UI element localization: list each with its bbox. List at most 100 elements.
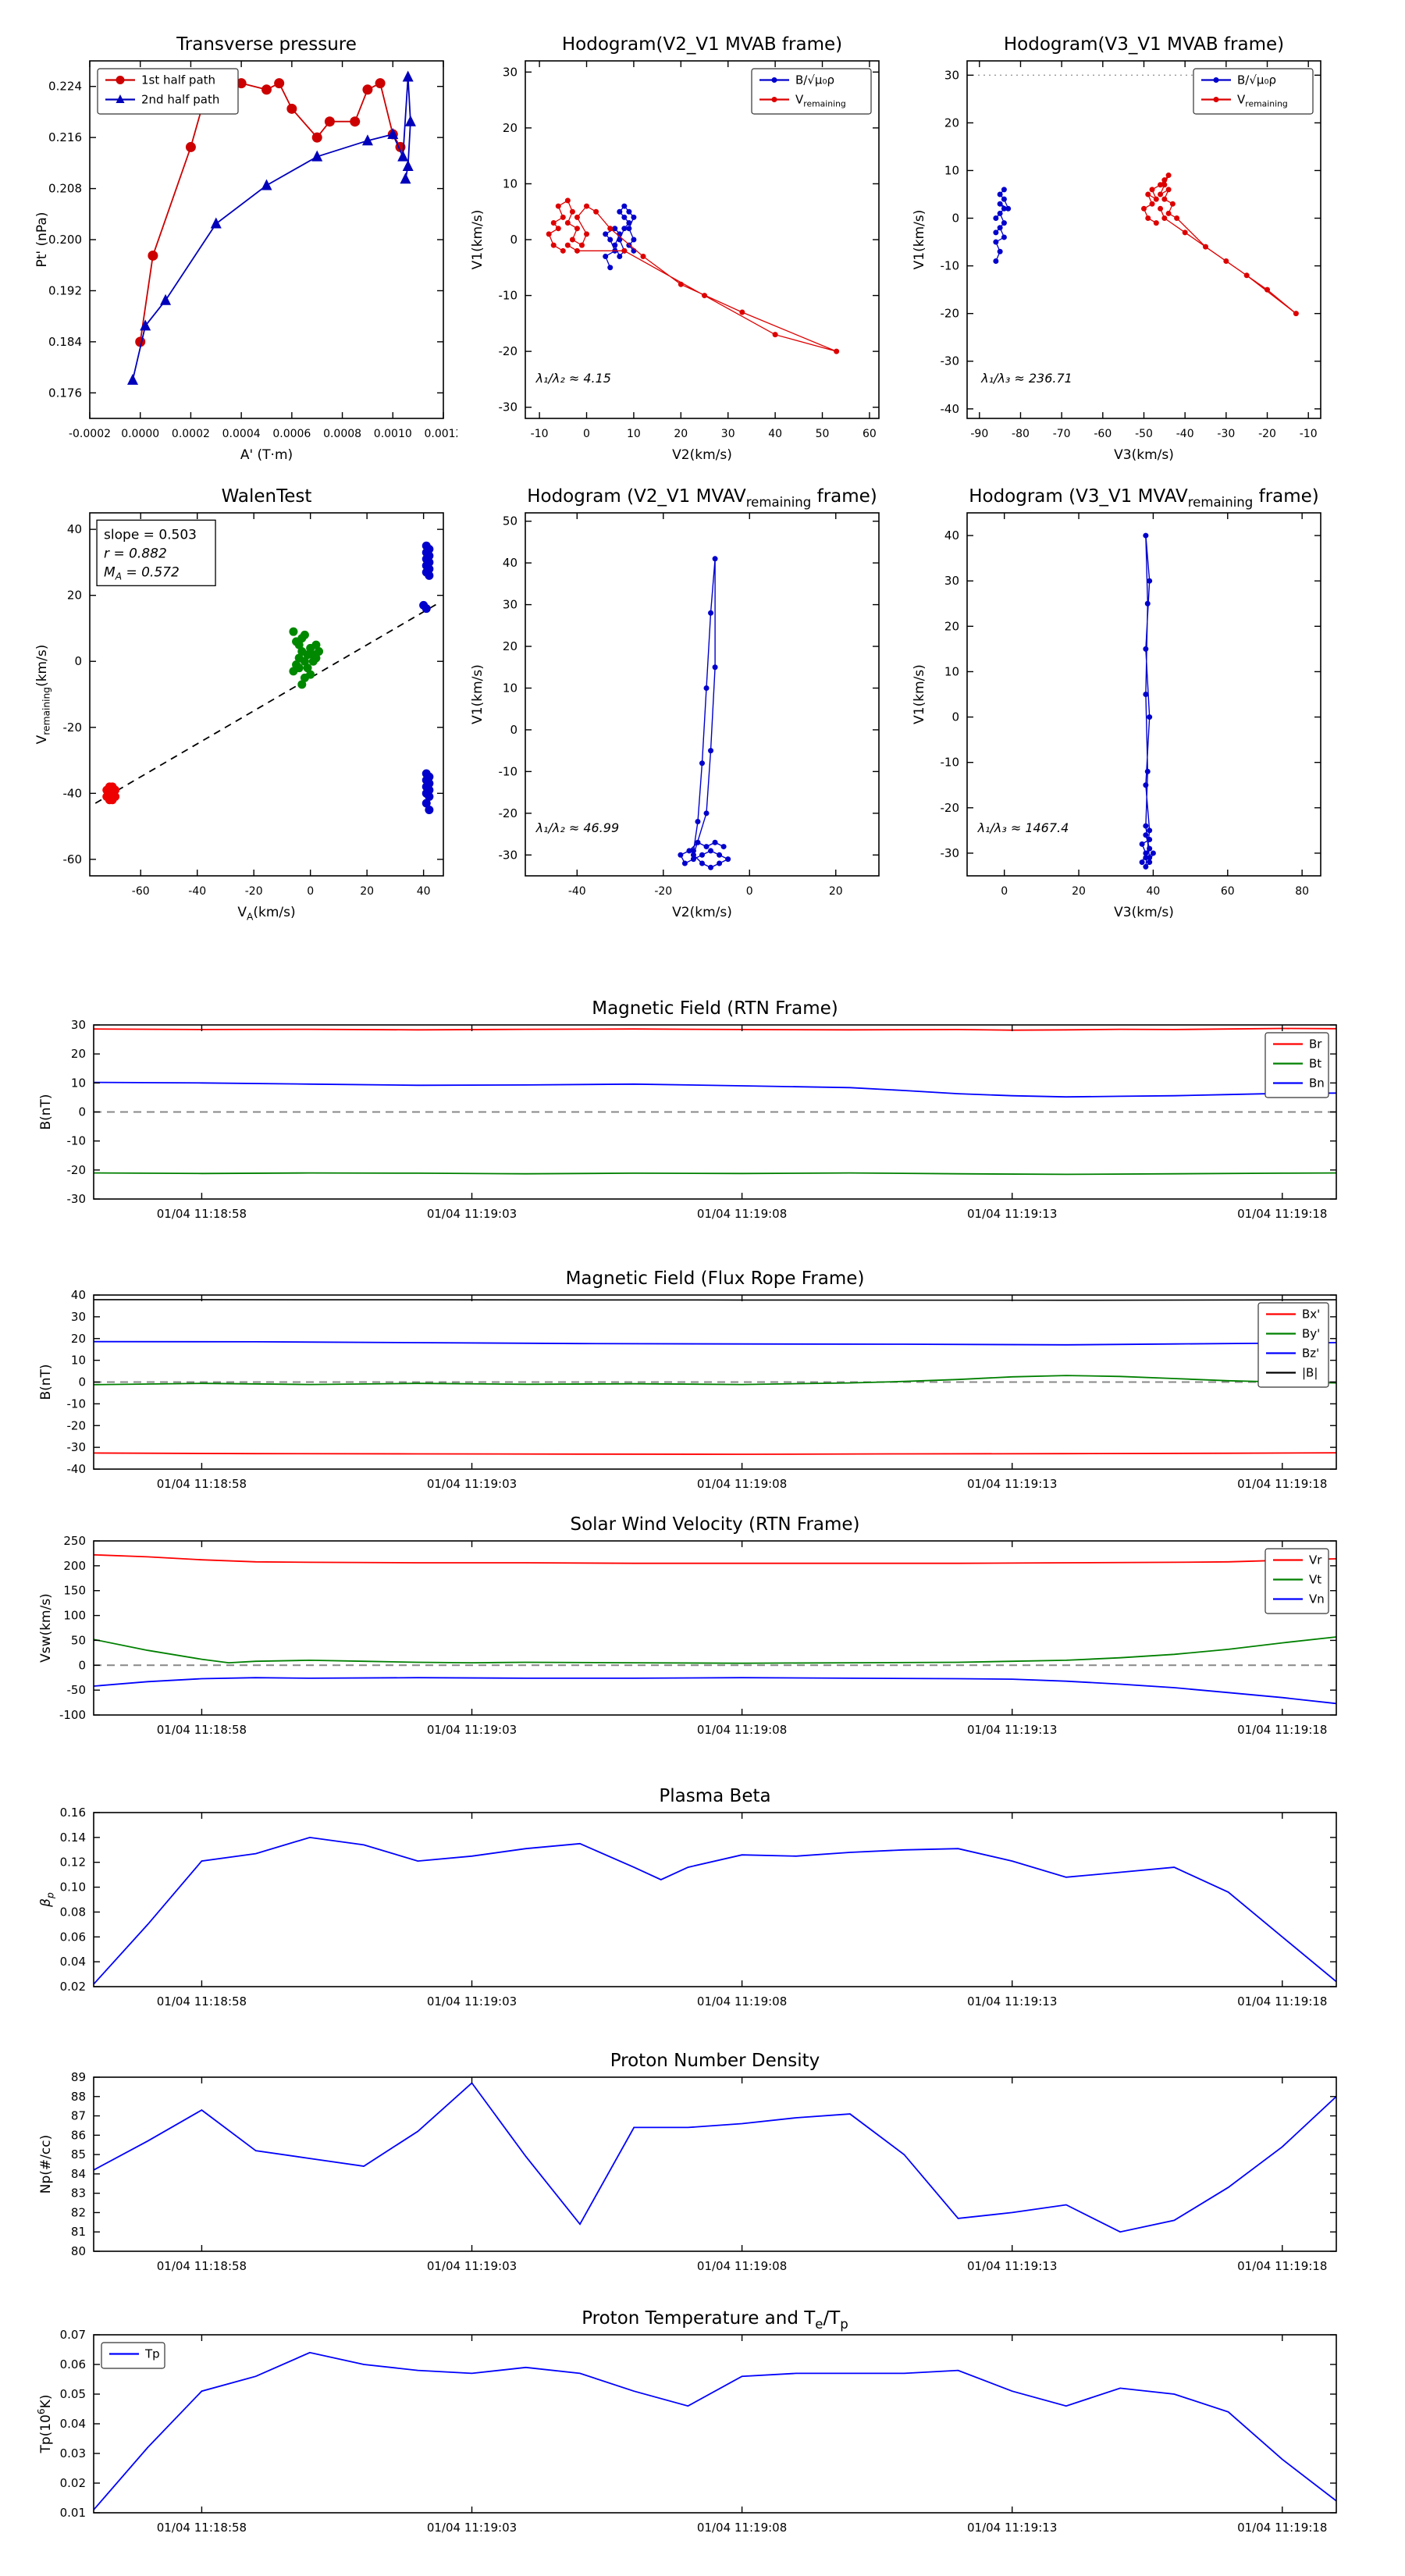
svg-text:V1(km/s): V1(km/s) [912, 664, 927, 724]
svg-text:50: 50 [503, 514, 518, 528]
svg-text:40: 40 [503, 556, 518, 570]
svg-text:01/04 11:19:13: 01/04 11:19:13 [967, 1477, 1057, 1491]
svg-text:0.0002: 0.0002 [172, 428, 210, 440]
svg-text:01/04 11:18:58: 01/04 11:18:58 [157, 1994, 247, 2008]
plot-proton-temp: 01/04 11:18:58 01/04 11:19:03 01/04 11:19:… [36, 2308, 1337, 2535]
svg-text:0: 0 [1001, 885, 1008, 898]
svg-text:01/04 11:19:03: 01/04 11:19:03 [427, 2259, 517, 2273]
svg-text:0.04: 0.04 [60, 1955, 86, 1969]
series-group [94, 1836, 1336, 1985]
svg-text:0.0010: 0.0010 [374, 428, 412, 440]
svg-text:01/04 11:19:03: 01/04 11:19:03 [427, 1994, 517, 2008]
svg-text:82: 82 [71, 2205, 86, 2219]
svg-text:88: 88 [71, 2090, 86, 2104]
svg-text:B(nT): B(nT) [38, 1094, 54, 1130]
svg-text:0.0006: 0.0006 [272, 428, 311, 440]
svg-text:86: 86 [71, 2128, 86, 2142]
series-Np [94, 2082, 1336, 2233]
svg-text:01/04 11:19:08: 01/04 11:19:08 [697, 2521, 787, 2535]
svg-text:-10: -10 [67, 1397, 87, 1411]
svg-text:Hodogram (V3_V1 MVAVremaining: Hodogram (V3_V1 MVAVremaining frame) [969, 486, 1319, 510]
chart-transverse-pressure: -0.0002 0.0000 0.0002 0.0004 0.0006 0.0008 0.0… [16, 26, 463, 477]
svg-text:-100: -100 [59, 1708, 86, 1722]
svg-text:0.200: 0.200 [48, 233, 82, 247]
svg-text:V2(km/s): V2(km/s) [672, 905, 732, 920]
axes-frame [89, 512, 444, 877]
svg-text:-40: -40 [568, 885, 586, 898]
svg-text:01/04 11:19:18: 01/04 11:19:18 [1237, 1207, 1327, 1221]
svg-text:01/04 11:19:03: 01/04 11:19:03 [427, 1477, 517, 1491]
series-Bt [94, 1172, 1336, 1176]
svg-text:50: 50 [816, 428, 830, 440]
svg-text:01/04 11:18:58: 01/04 11:18:58 [157, 1723, 247, 1737]
svg-text:0.16: 0.16 [60, 1806, 86, 1820]
svg-text:01/04 11:19:13: 01/04 11:19:13 [967, 1723, 1057, 1737]
svg-text:Vremaining(km/s): Vremaining(km/s) [34, 645, 52, 745]
series-group [94, 1553, 1336, 1705]
svg-text:-50: -50 [1135, 428, 1153, 440]
svg-text:0.0004: 0.0004 [222, 428, 261, 440]
svg-text:0.10: 0.10 [60, 1880, 86, 1895]
svg-text:-20: -20 [941, 801, 960, 815]
svg-text:-20: -20 [245, 885, 263, 898]
svg-text:B/√μ₀ρ: B/√μ₀ρ [795, 73, 834, 87]
svg-text:01/04 11:19:13: 01/04 11:19:13 [967, 2521, 1057, 2535]
svg-text:Proton Temperature and Te/Tp: Proton Temperature and Te/Tp [582, 2308, 848, 2332]
chart-hodogram-v3v1-mvab: -90 -80 -70 -60 -50 -40 -30 -20 -10 -40 -30 -20 -10 0… [893, 26, 1335, 477]
series-group [94, 2351, 1336, 2510]
svg-text:Tp(106K): Tp(106K) [36, 2394, 54, 2453]
svg-text:By': By' [1302, 1327, 1320, 1341]
series-group [127, 70, 416, 385]
svg-text:20: 20 [71, 1047, 86, 1061]
series-Vt [94, 1636, 1336, 1664]
svg-text:01/04 11:18:58: 01/04 11:18:58 [157, 2259, 247, 2273]
svg-text:-10: -10 [941, 756, 960, 770]
series-group [94, 541, 441, 814]
svg-text:100: 100 [63, 1609, 86, 1623]
stats-box [96, 519, 216, 586]
svg-text:-90: -90 [970, 428, 988, 440]
svg-text:20: 20 [503, 639, 518, 653]
svg-text:λ₁/λ₃ ≈ 1467.4: λ₁/λ₃ ≈ 1467.4 [977, 820, 1069, 835]
svg-text:60: 60 [1221, 885, 1235, 898]
svg-text:20: 20 [944, 116, 959, 130]
svg-text:-40: -40 [941, 402, 960, 416]
chart-proton-number-density: 01/04 11:18:58 01/04 11:19:03 01/04 11:19:… [20, 2048, 1358, 2284]
svg-text:30: 30 [71, 1310, 86, 1324]
svg-text:10: 10 [71, 1354, 86, 1368]
svg-text:0.12: 0.12 [60, 1856, 86, 1870]
svg-text:Vt: Vt [1309, 1573, 1321, 1587]
legend-box [1257, 1302, 1329, 1388]
svg-text:0.03: 0.03 [60, 2446, 86, 2460]
chart-magnetic-field-fluxrope: 01/04 11:18:58 01/04 11:19:03 01/04 11:19:… [20, 1265, 1358, 1502]
svg-text:0.0008: 0.0008 [323, 428, 361, 440]
svg-text:01/04 11:18:58: 01/04 11:18:58 [157, 2521, 247, 2535]
svg-text:Magnetic Field (Flux Rope Fram: Magnetic Field (Flux Rope Frame) [566, 1268, 865, 1289]
svg-text:0.192: 0.192 [48, 283, 82, 297]
svg-text:0: 0 [74, 654, 82, 668]
svg-text:01/04 11:18:58: 01/04 11:18:58 [157, 1207, 247, 1221]
svg-text:0.0000: 0.0000 [121, 428, 159, 440]
svg-text:Pt' (nPa): Pt' (nPa) [34, 212, 50, 268]
svg-text:0: 0 [78, 1105, 86, 1119]
series-beta-p [94, 1836, 1336, 1985]
svg-text:40: 40 [944, 528, 959, 543]
series-Br [94, 1027, 1336, 1031]
svg-text:-50: -50 [67, 1683, 87, 1697]
svg-text:-10: -10 [67, 1134, 87, 1148]
svg-text:40: 40 [67, 522, 82, 536]
svg-text:0.06: 0.06 [60, 2357, 86, 2371]
axes-frame [966, 512, 1321, 877]
svg-text:0: 0 [746, 885, 753, 898]
svg-text:01/04 11:19:18: 01/04 11:19:18 [1237, 2259, 1327, 2273]
svg-text:λ₁/λ₃ ≈ 236.71: λ₁/λ₃ ≈ 236.71 [980, 371, 1072, 386]
series-fit-line [94, 601, 441, 804]
svg-text:-30: -30 [499, 400, 518, 415]
plot-hodogram-v3v1-mvav: 0 20 40 60 80 -30 -20 -10 0 10 20 30 40 Hodogram (V3_… [912, 486, 1321, 920]
svg-text:B/√μ₀ρ: B/√μ₀ρ [1237, 73, 1276, 87]
svg-text:0.216: 0.216 [48, 130, 82, 144]
legend-box [1264, 1548, 1329, 1614]
svg-text:-20: -20 [1258, 428, 1276, 440]
svg-text:50: 50 [71, 1633, 86, 1647]
svg-text:01/04 11:19:18: 01/04 11:19:18 [1237, 1723, 1327, 1737]
